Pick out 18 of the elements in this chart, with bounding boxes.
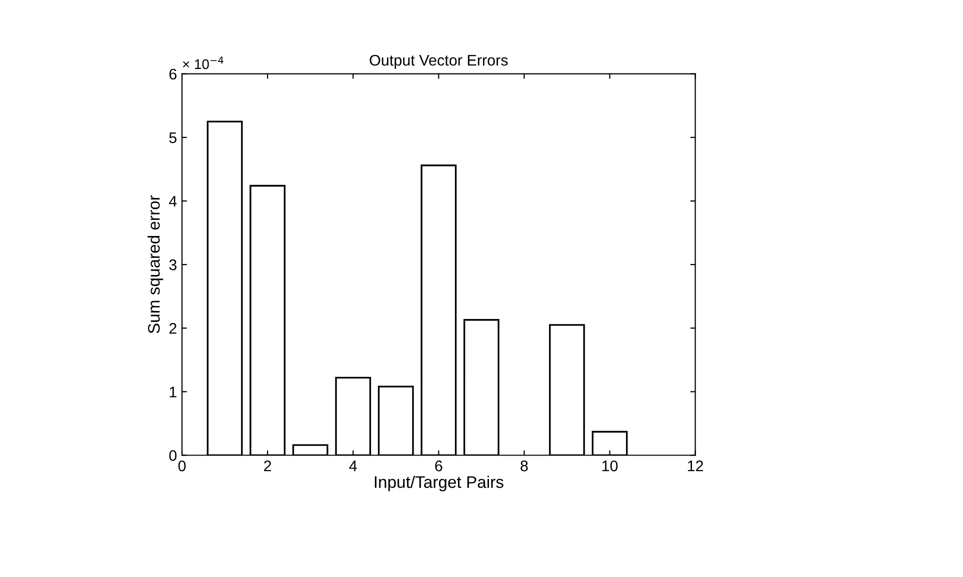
x-tick-label: 2 [264, 460, 272, 472]
y-tick-label: 0 [169, 450, 177, 461]
x-axis-title: Input/Target Pairs [374, 476, 504, 492]
y-tick-label: 3 [169, 259, 176, 270]
y-tick-label: 5 [169, 132, 177, 144]
text: × 10$^{−4}$ [182, 56, 224, 70]
chart-title: Output Vector Errors [370, 54, 508, 69]
x-tick-label: 10 [602, 460, 618, 472]
x-tick-label: 0 [178, 460, 186, 472]
y-axis-title: Sum squared error [148, 195, 164, 334]
y-tick-label: 4 [169, 196, 177, 207]
y-tick-label: 6 [169, 68, 176, 80]
y-tick-label: 1 [170, 386, 176, 398]
y-tick-label: 2 [169, 322, 176, 334]
x-tick-label: 6 [435, 460, 442, 472]
x-tick-label: 12 [688, 460, 704, 472]
x-tick-label: 8 [520, 460, 528, 472]
x-tick-label: 4 [349, 460, 357, 472]
